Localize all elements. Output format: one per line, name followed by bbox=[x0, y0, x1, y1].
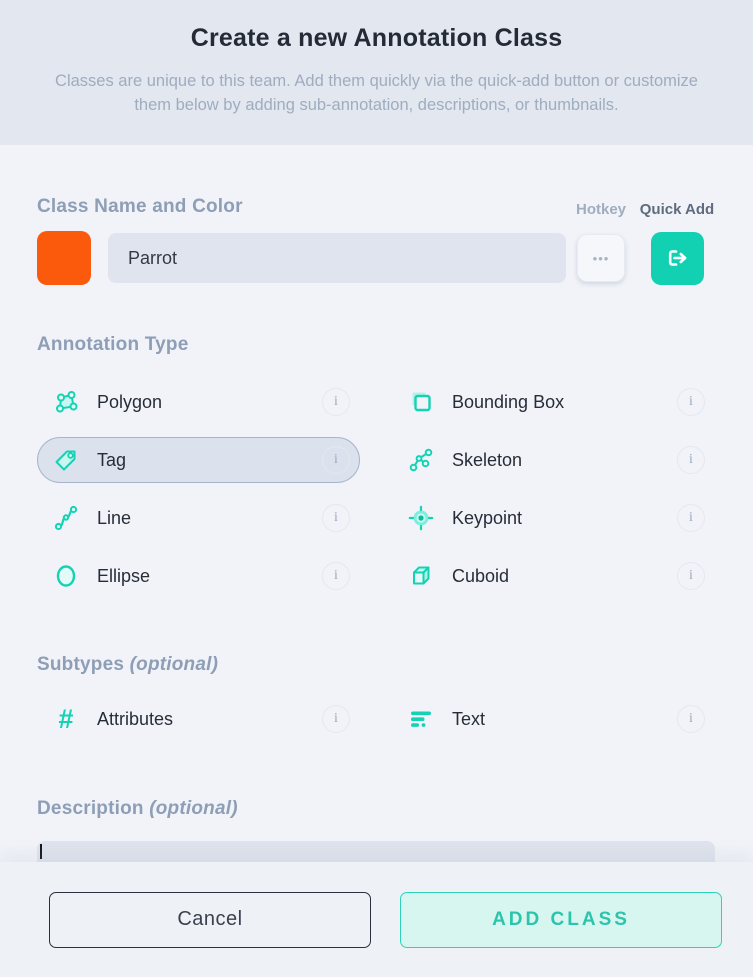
quick-add-button[interactable] bbox=[650, 231, 704, 285]
subtype-attributes[interactable]: # Attributes i bbox=[37, 696, 360, 742]
subtypes-optional-text: (optional) bbox=[129, 654, 219, 675]
dialog-title: Create a new Annotation Class bbox=[190, 24, 563, 52]
subtype-text[interactable]: Text i bbox=[392, 696, 715, 742]
annotation-type-label: Skeleton bbox=[452, 449, 523, 470]
subtypes-heading-text: Subtypes bbox=[37, 654, 125, 675]
annotation-type-label: Cuboid bbox=[452, 565, 510, 586]
subtypes-heading: Subtypes (optional) bbox=[37, 654, 715, 676]
info-glyph: i bbox=[689, 510, 693, 525]
attributes-icon: # bbox=[52, 705, 80, 733]
annotation-type-label: Polygon bbox=[97, 391, 163, 412]
annotation-type-label: Tag bbox=[97, 449, 127, 470]
annotation-type-heading: Annotation Type bbox=[37, 334, 189, 355]
info-icon[interactable]: i bbox=[677, 504, 705, 532]
quick-add-label: Quick Add bbox=[639, 201, 715, 218]
description-heading-text: Description bbox=[37, 798, 144, 819]
class-name-header-row: Class Name and Color Hotkey Quick Add bbox=[37, 196, 715, 218]
hotkey-column: ••• bbox=[573, 234, 629, 282]
annotation-type-label: Keypoint bbox=[452, 507, 523, 528]
quick-add-export-icon bbox=[663, 244, 691, 272]
ellipse-icon bbox=[52, 562, 80, 590]
dialog-footer: Cancel ADD CLASS bbox=[0, 862, 753, 977]
skeleton-icon bbox=[407, 446, 435, 474]
class-name-heading: Class Name and Color bbox=[37, 196, 243, 217]
polygon-icon bbox=[52, 388, 80, 416]
tag-icon bbox=[52, 446, 80, 474]
info-glyph: i bbox=[334, 711, 338, 726]
dialog-subtitle: Classes are unique to this team. Add the… bbox=[55, 72, 698, 114]
class-controls-row: ••• bbox=[37, 231, 715, 285]
class-color-swatch[interactable] bbox=[37, 231, 91, 285]
info-icon[interactable]: i bbox=[677, 705, 705, 733]
info-icon[interactable]: i bbox=[322, 705, 350, 733]
info-icon[interactable]: i bbox=[677, 562, 705, 590]
add-class-button[interactable]: ADD CLASS bbox=[400, 891, 722, 948]
text-icon bbox=[407, 705, 435, 733]
info-glyph: i bbox=[334, 394, 338, 409]
annotation-type-label: Line bbox=[97, 507, 132, 528]
info-glyph: i bbox=[689, 452, 693, 467]
annotation-type-label: Ellipse bbox=[97, 565, 151, 586]
create-class-dialog: Create a new Annotation Class Classes ar… bbox=[0, 0, 753, 948]
annotation-type-grid: Polygon i Bounding Box i bbox=[37, 379, 715, 599]
annotation-type-label: Bounding Box bbox=[452, 391, 565, 412]
info-icon[interactable]: i bbox=[322, 446, 350, 474]
subtype-label: Attributes bbox=[97, 708, 174, 729]
annotation-type-keypoint[interactable]: Keypoint i bbox=[392, 495, 715, 541]
info-icon[interactable]: i bbox=[322, 504, 350, 532]
hash-glyph: # bbox=[58, 704, 74, 734]
subtype-label: Text bbox=[452, 708, 486, 729]
line-icon bbox=[52, 504, 80, 532]
info-glyph: i bbox=[689, 394, 693, 409]
bounding-box-icon bbox=[407, 388, 435, 416]
info-glyph: i bbox=[334, 452, 338, 467]
info-glyph: i bbox=[689, 711, 693, 726]
dialog-header: Create a new Annotation Class Classes ar… bbox=[0, 0, 753, 145]
annotation-type-skeleton[interactable]: Skeleton i bbox=[392, 437, 715, 483]
annotation-type-tag[interactable]: Tag i bbox=[37, 437, 360, 483]
info-icon[interactable]: i bbox=[322, 562, 350, 590]
hotkey-button[interactable]: ••• bbox=[577, 234, 625, 282]
info-glyph: i bbox=[689, 568, 693, 583]
cancel-button[interactable]: Cancel bbox=[49, 891, 371, 948]
info-glyph: i bbox=[334, 568, 338, 583]
class-name-input[interactable] bbox=[108, 233, 566, 283]
description-heading: Description (optional) bbox=[37, 798, 715, 820]
annotation-type-cuboid[interactable]: Cuboid i bbox=[392, 553, 715, 599]
annotation-type-ellipse[interactable]: Ellipse i bbox=[37, 553, 360, 599]
info-icon[interactable]: i bbox=[677, 446, 705, 474]
info-icon[interactable]: i bbox=[322, 388, 350, 416]
subtypes-grid: # Attributes i Text i bbox=[37, 696, 715, 742]
annotation-type-bounding-box[interactable]: Bounding Box i bbox=[392, 379, 715, 425]
dialog-body: Class Name and Color Hotkey Quick Add ••… bbox=[0, 196, 753, 881]
text-cursor bbox=[40, 844, 42, 859]
annotation-type-polygon[interactable]: Polygon i bbox=[37, 379, 360, 425]
info-icon[interactable]: i bbox=[677, 388, 705, 416]
annotation-type-line[interactable]: Line i bbox=[37, 495, 360, 541]
info-glyph: i bbox=[334, 510, 338, 525]
quick-add-column bbox=[639, 231, 715, 285]
ellipsis-icon: ••• bbox=[592, 250, 610, 266]
hotkey-label: Hotkey bbox=[575, 201, 627, 218]
description-optional-text: (optional) bbox=[149, 798, 238, 819]
keypoint-icon bbox=[407, 504, 435, 532]
cuboid-icon bbox=[407, 562, 435, 590]
mini-labels: Hotkey Quick Add bbox=[573, 201, 715, 218]
